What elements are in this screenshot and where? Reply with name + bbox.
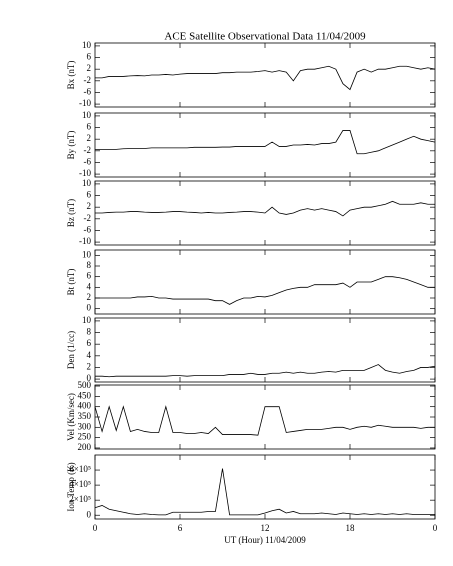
y-tick-label: 2 — [87, 63, 92, 73]
y-tick-label: 8 — [87, 260, 92, 270]
y-tick-label: 2 — [87, 292, 92, 302]
y-tick-label: 6 — [87, 122, 92, 132]
y-tick-label: 4 — [87, 281, 92, 291]
y-tick-label: 2 — [87, 201, 92, 211]
x-tick-label: 0 — [433, 523, 438, 533]
data-line — [94, 405, 435, 436]
y-tick-label: 200 — [78, 442, 92, 452]
y-tick-label: 10 — [82, 178, 92, 188]
x-axis-label: UT (Hour) 11/04/2009 — [224, 535, 306, 545]
y-axis-label: Vel (Km/sec) — [66, 393, 76, 441]
y-tick-label: 2 — [87, 133, 92, 143]
y-tick-label: -2 — [84, 145, 92, 155]
y-axis-label: Bt (nT) — [66, 269, 76, 296]
y-tick-label: 2 — [87, 362, 92, 372]
data-line — [95, 276, 435, 305]
y-tick-label: 300 — [78, 421, 92, 431]
x-tick-label: 12 — [261, 523, 270, 533]
y-tick-label: 6 — [87, 52, 92, 62]
y-tick-label: -2 — [84, 213, 92, 223]
y-axis-label: By (nT) — [66, 131, 76, 160]
y-tick-label: 4 — [87, 350, 92, 360]
y-tick-label: -6 — [84, 157, 92, 167]
data-line — [95, 364, 436, 378]
y-tick-label: -6 — [84, 225, 92, 235]
y-tick-label: 10 — [82, 249, 92, 259]
y-axis-label: Bz (nT) — [66, 199, 76, 227]
x-tick-label: 6 — [178, 523, 183, 533]
y-tick-label: -2 — [84, 75, 92, 85]
y-tick-label: 4×10⁵ — [69, 479, 91, 489]
data-line — [95, 200, 435, 217]
y-tick-label: 250 — [78, 432, 92, 442]
y-tick-label: 450 — [78, 390, 92, 400]
y-tick-label: 6 — [87, 271, 92, 281]
data-line — [95, 65, 436, 91]
y-tick-label: 0 — [87, 509, 92, 519]
y-tick-label: 8 — [87, 327, 92, 337]
y-tick-label: 10 — [82, 110, 92, 120]
y-tick-label: -6 — [84, 87, 92, 97]
y-tick-label: 400 — [78, 401, 92, 411]
data-line — [94, 468, 435, 516]
y-tick-label: 500 — [78, 380, 92, 390]
y-tick-label: 10 — [82, 315, 92, 325]
y-axis-label: Bx (nT) — [66, 61, 76, 90]
y-axis-label: Ion Temp (K) — [66, 462, 76, 511]
x-tick-label: 18 — [346, 523, 356, 533]
x-tick-label: 0 — [93, 523, 98, 533]
y-tick-label: -10 — [79, 236, 91, 246]
chart-title: ACE Satellite Observational Data 11/04/2… — [164, 31, 366, 43]
y-tick-label: 6 — [87, 338, 92, 348]
y-tick-label: 0 — [87, 373, 92, 383]
y-tick-label: -10 — [79, 98, 91, 108]
data-line — [95, 130, 436, 155]
y-tick-label: 10 — [82, 40, 92, 50]
y-tick-label: 0 — [87, 303, 92, 313]
y-tick-label: 6×10⁵ — [69, 464, 91, 474]
y-axis-label: Den (1/cc) — [66, 331, 76, 369]
y-tick-label: 6 — [87, 190, 92, 200]
y-tick-label: -10 — [79, 168, 91, 178]
y-tick-label: 350 — [78, 411, 92, 421]
y-tick-label: 2×10⁵ — [69, 494, 91, 504]
